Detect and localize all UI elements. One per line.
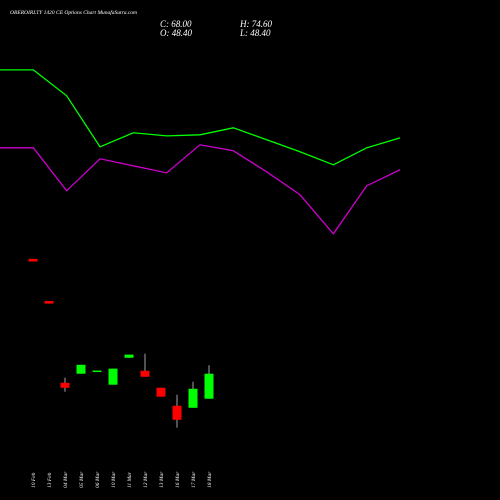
x-tick-label: 04 Mar — [62, 471, 69, 488]
candle-body — [76, 364, 86, 374]
indicator-line — [0, 69, 401, 166]
close-label: C: 68.00 — [160, 19, 192, 29]
x-tick-label: 13 Feb — [47, 472, 53, 488]
candle-body — [188, 388, 198, 408]
low-label: L: 48.40 — [239, 28, 271, 38]
x-tick-label: 17 Mar — [191, 471, 197, 488]
candle-body — [108, 368, 118, 385]
x-tick-label: 18 Mar — [207, 471, 213, 488]
candle-body — [172, 405, 182, 420]
x-tick-label: 05 Mar — [79, 471, 85, 488]
x-tick-label: 11 Mar — [127, 471, 133, 488]
x-tick-label: 06 Mar — [95, 471, 101, 488]
candle-body — [92, 370, 102, 373]
open-label: O: 48.40 — [160, 28, 192, 38]
candle-body — [60, 382, 70, 388]
high-label: H: 74.60 — [239, 19, 272, 29]
candle-body — [140, 370, 150, 377]
x-tick-label: 10 Mar — [111, 471, 117, 488]
candle-body — [124, 354, 134, 358]
candle-body — [204, 373, 214, 399]
candle-body — [28, 258, 38, 262]
candle-body — [44, 301, 54, 304]
chart-title: OBEROIRLTY 1420 CE Options Chart MunafaS… — [10, 9, 137, 16]
indicator-line — [0, 144, 401, 235]
x-tick-label: 16 Mar — [175, 471, 181, 488]
x-tick-label: 12 Mar — [143, 471, 149, 488]
candle-body — [156, 387, 166, 397]
x-tick-label: 13 Mar — [159, 471, 165, 488]
x-tick-label: 10 Feb — [31, 472, 37, 488]
